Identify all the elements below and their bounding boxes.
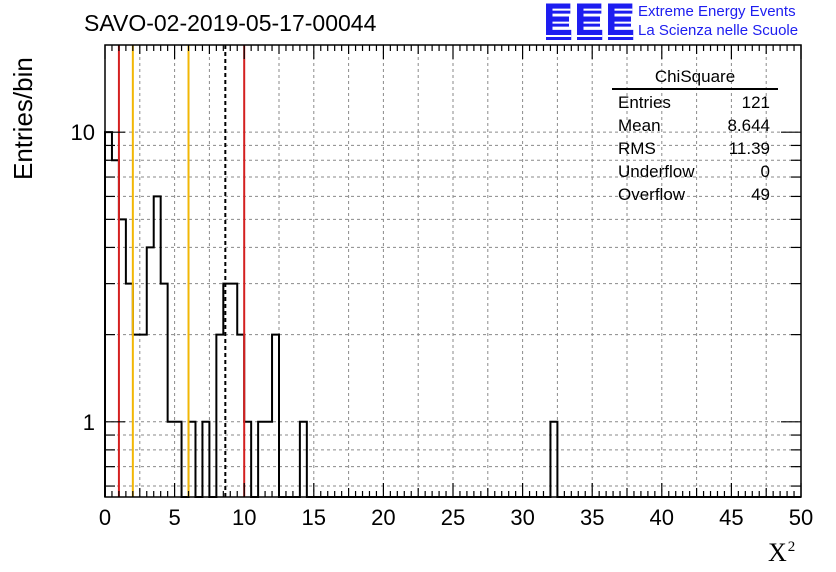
x-axis-label-base: X (768, 538, 787, 567)
stats-box: ChiSquare Entries 121 Mean 8.644 RMS 11.39 Und… (612, 67, 778, 206)
x-tick-label: 10 (232, 505, 256, 530)
stats-title: ChiSquare (612, 67, 778, 90)
x-axis-label-superscript: 2 (787, 539, 796, 555)
stats-label: Overflow (618, 185, 686, 204)
stats-label: Mean (618, 116, 661, 135)
x-tick-label: 35 (580, 505, 604, 530)
stats-row: Overflow 49 (612, 183, 778, 206)
logo-line-2: La Scienza nelle Scuole (638, 22, 799, 39)
x-tick-label: 5 (168, 505, 180, 530)
stats-row: Underflow 0 (612, 160, 778, 183)
x-tick-label: 25 (441, 505, 465, 530)
x-axis-label: X2 (768, 538, 795, 568)
logo-line-1: Extreme Energy Events (638, 3, 796, 20)
y-tick-label: 1 (83, 410, 95, 435)
eee-logo: EEE Extreme Energy Events La Scienza nel… (543, 0, 833, 46)
stats-value: 0 (760, 162, 770, 181)
chart-title: SAVO-02-2019-05-17-00044 (84, 10, 377, 36)
x-tick-label: 30 (510, 505, 534, 530)
stats-value: 49 (751, 185, 770, 204)
stats-label: Underflow (618, 162, 695, 181)
stats-label: RMS (618, 139, 656, 158)
x-tick-label: 20 (371, 505, 395, 530)
x-tick-label: 0 (99, 505, 111, 530)
stats-value: 11.39 (728, 139, 770, 158)
eee-logo-mark: EEE (543, 0, 637, 45)
x-tick-label: 50 (789, 505, 813, 530)
stats-row: Mean 8.644 (612, 114, 778, 137)
stats-label: Entries (618, 93, 671, 112)
stats-rows: Entries 121 Mean 8.644 RMS 11.39 Underflow 0 Ove… (612, 91, 778, 206)
stats-row: Entries 121 (612, 91, 778, 114)
x-tick-label: 40 (650, 505, 674, 530)
stats-value: 8.644 (727, 116, 770, 135)
stats-value: 121 (741, 93, 770, 112)
y-tick-label: 10 (71, 120, 95, 145)
x-tick-label: 15 (302, 505, 326, 530)
stats-row: RMS 11.39 (612, 137, 778, 160)
x-tick-label: 45 (719, 505, 743, 530)
